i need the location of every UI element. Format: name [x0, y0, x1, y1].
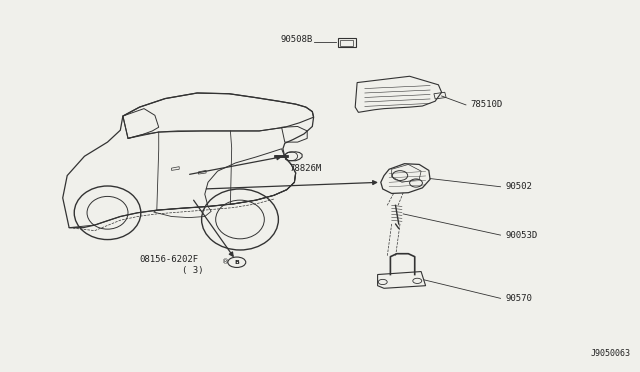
Text: 08156-6202F: 08156-6202F — [140, 255, 198, 264]
Text: ( 3): ( 3) — [182, 266, 204, 275]
Text: 90053D: 90053D — [506, 231, 538, 240]
Text: 78826M: 78826M — [290, 164, 322, 173]
Text: 90508B: 90508B — [280, 35, 312, 44]
Text: ®: ® — [221, 259, 229, 265]
Text: 78510D: 78510D — [470, 100, 502, 109]
Text: 90570: 90570 — [506, 294, 532, 303]
Circle shape — [228, 257, 246, 267]
Bar — [340, 39, 353, 46]
Bar — [338, 38, 356, 47]
Text: B: B — [234, 260, 239, 265]
Text: J9050063: J9050063 — [590, 349, 630, 358]
Text: 90502: 90502 — [506, 182, 532, 191]
